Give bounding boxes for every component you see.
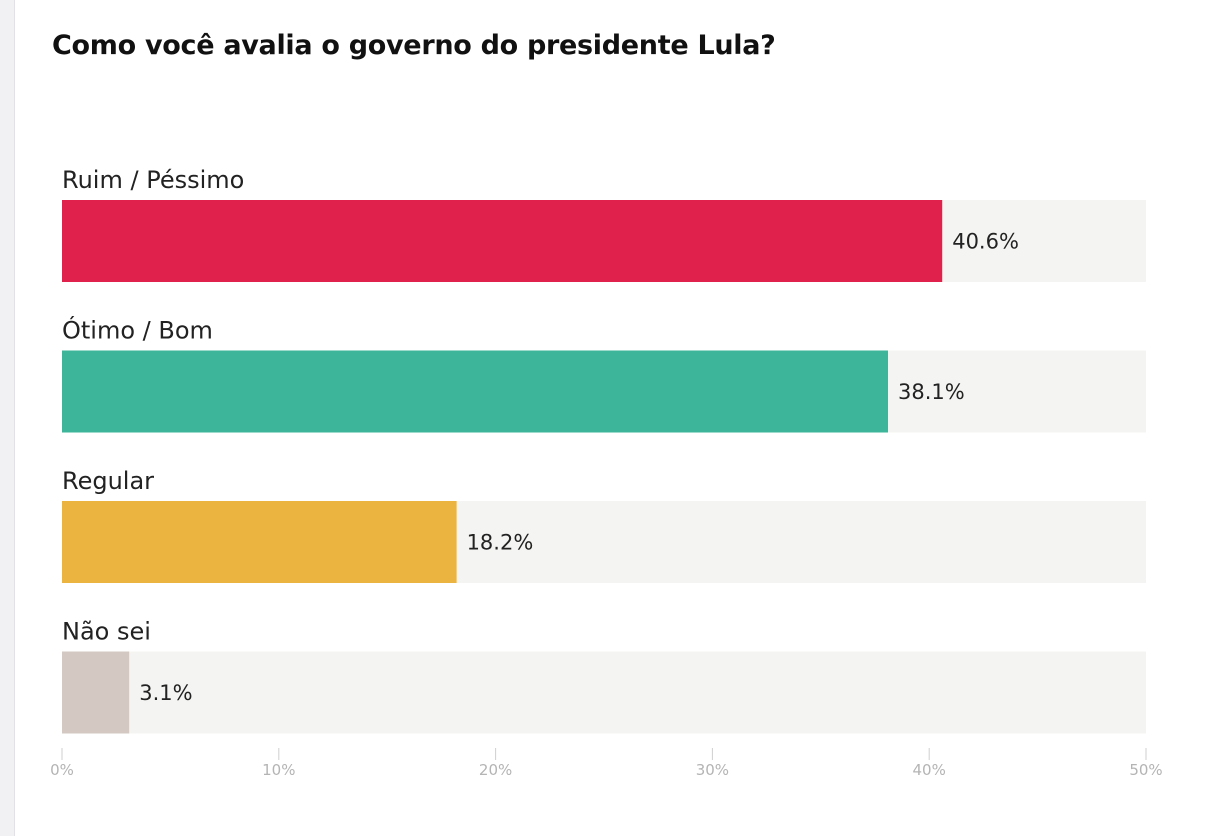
category-label: Ruim / Péssimo — [62, 166, 244, 194]
value-label: 38.1% — [898, 380, 965, 404]
value-label: 40.6% — [952, 230, 1019, 254]
bar — [62, 651, 130, 734]
x-tick-label: 40% — [913, 761, 946, 779]
x-tick-label: 0% — [50, 761, 74, 779]
x-tick-label: 20% — [479, 761, 512, 779]
category-label: Não sei — [62, 618, 151, 646]
chart-title: Como você avalia o governo do presidente… — [52, 30, 776, 61]
value-label: 3.1% — [139, 681, 192, 705]
x-tick-label: 10% — [262, 761, 295, 779]
bar — [62, 501, 457, 583]
page-left-edge — [0, 0, 15, 836]
value-label: 18.2% — [467, 531, 534, 555]
bar — [62, 200, 943, 282]
bar-track — [62, 651, 1146, 734]
x-tick-label: 30% — [696, 761, 729, 779]
category-label: Ótimo / Bom — [62, 315, 213, 345]
x-tick-label: 50% — [1129, 761, 1162, 779]
bar — [62, 350, 889, 433]
category-label: Regular — [62, 467, 154, 495]
